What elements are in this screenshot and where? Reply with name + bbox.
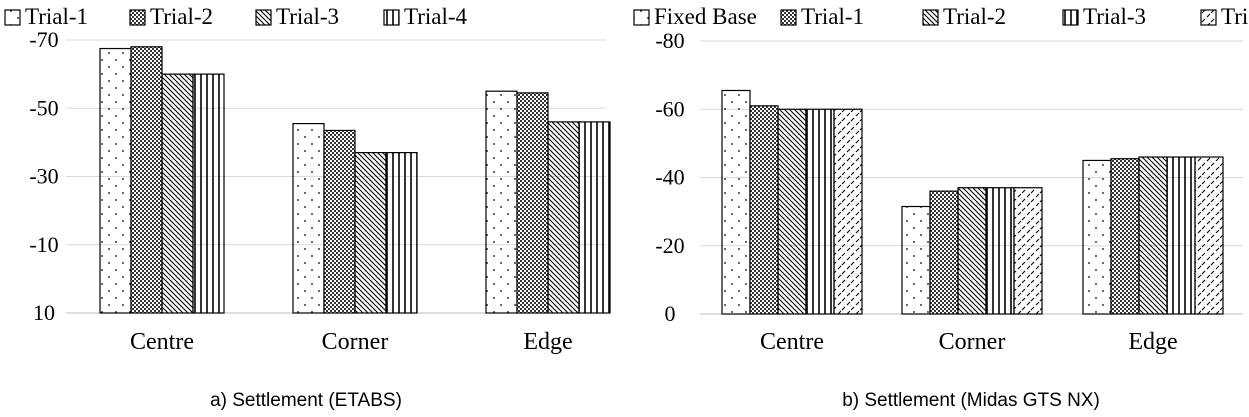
bar (161, 73, 194, 314)
category-label: Centre (760, 329, 824, 355)
y-tick-label: -80 (655, 28, 684, 53)
bar (805, 108, 835, 315)
y-tick-label: -30 (29, 164, 58, 189)
category-label: Centre (130, 329, 194, 355)
bar (721, 89, 751, 315)
y-tick-label: 0 (665, 301, 676, 326)
bar (1194, 156, 1224, 315)
bar (354, 152, 387, 314)
legend-swatch (383, 9, 400, 26)
legend-label: Fixed Base (654, 4, 757, 29)
y-tick-label: -60 (655, 96, 684, 121)
legend-swatch (4, 9, 21, 26)
chart-caption: b) Settlement (Midas GTS NX) (842, 390, 1100, 411)
y-tick-label: -10 (29, 232, 58, 257)
bar (385, 152, 418, 314)
legend-label: Trial-2 (150, 4, 213, 29)
bar (1166, 156, 1196, 315)
bar (130, 46, 163, 314)
bar (99, 47, 132, 314)
bar (1013, 187, 1043, 315)
bar (292, 123, 325, 314)
bar (833, 108, 863, 315)
chart-etabs: -70 -50 -30 -10 10 Centre Corner Edge Trial-1 Tri… (4, 4, 611, 411)
legend-label: Trial-4 (1221, 4, 1249, 29)
legend-label: Trial-2 (943, 4, 1006, 29)
bar (516, 92, 549, 314)
category-label: Edge (1128, 329, 1177, 355)
bar (547, 121, 580, 314)
y-tick-label: -40 (655, 165, 684, 190)
bar (1082, 159, 1112, 315)
legend-label: Trial-1 (801, 4, 864, 29)
legend-swatch (1200, 9, 1217, 26)
y-tick-label: -70 (29, 27, 58, 52)
legend-swatch (255, 9, 272, 26)
bar (323, 129, 356, 314)
chart-caption: a) Settlement (ETABS) (210, 390, 402, 411)
bar (777, 108, 807, 315)
bar (749, 105, 779, 315)
legend-label: Trial-3 (1083, 4, 1146, 29)
legend-swatch (129, 9, 146, 26)
bar (957, 187, 987, 315)
legend-label: Trial-1 (25, 4, 88, 29)
bar (901, 205, 931, 315)
y-tick-label: -20 (655, 233, 684, 258)
legend-label: Trial-3 (276, 4, 339, 29)
bar (578, 121, 611, 314)
category-label: Corner (939, 329, 1006, 355)
category-label: Corner (322, 329, 389, 355)
bar (192, 73, 225, 314)
chart-midas: -80 -60 -40 -20 0 Centre Corner Edge Fixed Base T… (633, 4, 1249, 411)
y-tick-label: -50 (29, 95, 58, 120)
legend-swatch (922, 9, 939, 26)
bar (985, 187, 1015, 315)
legend-swatch (1062, 9, 1079, 26)
category-label: Edge (523, 329, 572, 355)
bar (1138, 156, 1168, 315)
bar (929, 190, 959, 315)
legend-label: Trial-4 (404, 4, 468, 29)
legend-swatch (780, 9, 797, 26)
legend-swatch (633, 9, 650, 26)
y-tick-label: 10 (33, 300, 55, 325)
bar (1110, 158, 1140, 315)
bar (485, 90, 518, 314)
